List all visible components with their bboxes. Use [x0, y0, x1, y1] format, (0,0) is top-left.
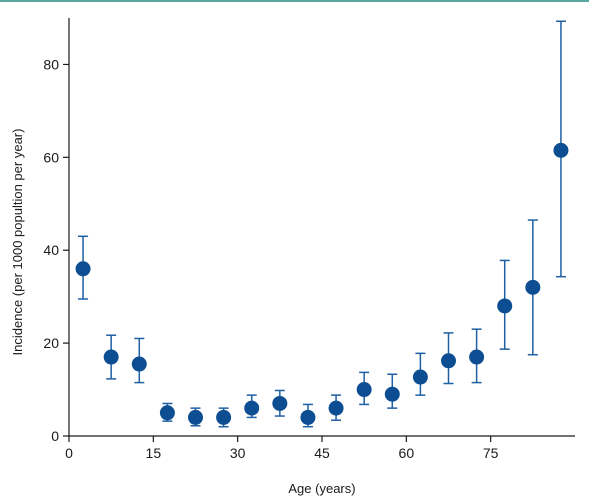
- data-point: [272, 395, 288, 411]
- data-point: [188, 409, 203, 425]
- data-point: [103, 349, 119, 365]
- data-point: [131, 356, 147, 372]
- x-tick-label: 30: [230, 445, 246, 461]
- y-tick-label: 40: [43, 242, 59, 258]
- x-tick-label: 75: [483, 445, 499, 461]
- y-tick-label: 0: [51, 428, 59, 444]
- data-point: [159, 405, 175, 421]
- y-tick-label: 60: [43, 149, 59, 165]
- data-point: [412, 369, 428, 385]
- data-point: [553, 142, 569, 158]
- data-point: [497, 298, 513, 314]
- x-tick-label: 15: [146, 445, 162, 461]
- header-rule: [0, 0, 589, 2]
- data-point: [75, 261, 91, 277]
- y-tick-label: 80: [43, 56, 59, 72]
- data-point: [384, 386, 400, 402]
- data-point: [525, 279, 541, 295]
- y-axis-title: Incidence (per 1000 popultion per year): [10, 129, 25, 356]
- data-point: [356, 382, 372, 398]
- x-axis-title: Age (years): [288, 481, 355, 496]
- data-point: [469, 349, 485, 365]
- data-point: [244, 400, 260, 416]
- data-point: [441, 353, 456, 369]
- x-tick-label: 60: [399, 445, 415, 461]
- data-point: [216, 409, 232, 425]
- x-tick-label: 45: [314, 445, 330, 461]
- data-point: [328, 400, 344, 416]
- data-point: [300, 409, 316, 425]
- y-tick-label: 20: [43, 335, 59, 351]
- x-tick-label: 0: [65, 445, 73, 461]
